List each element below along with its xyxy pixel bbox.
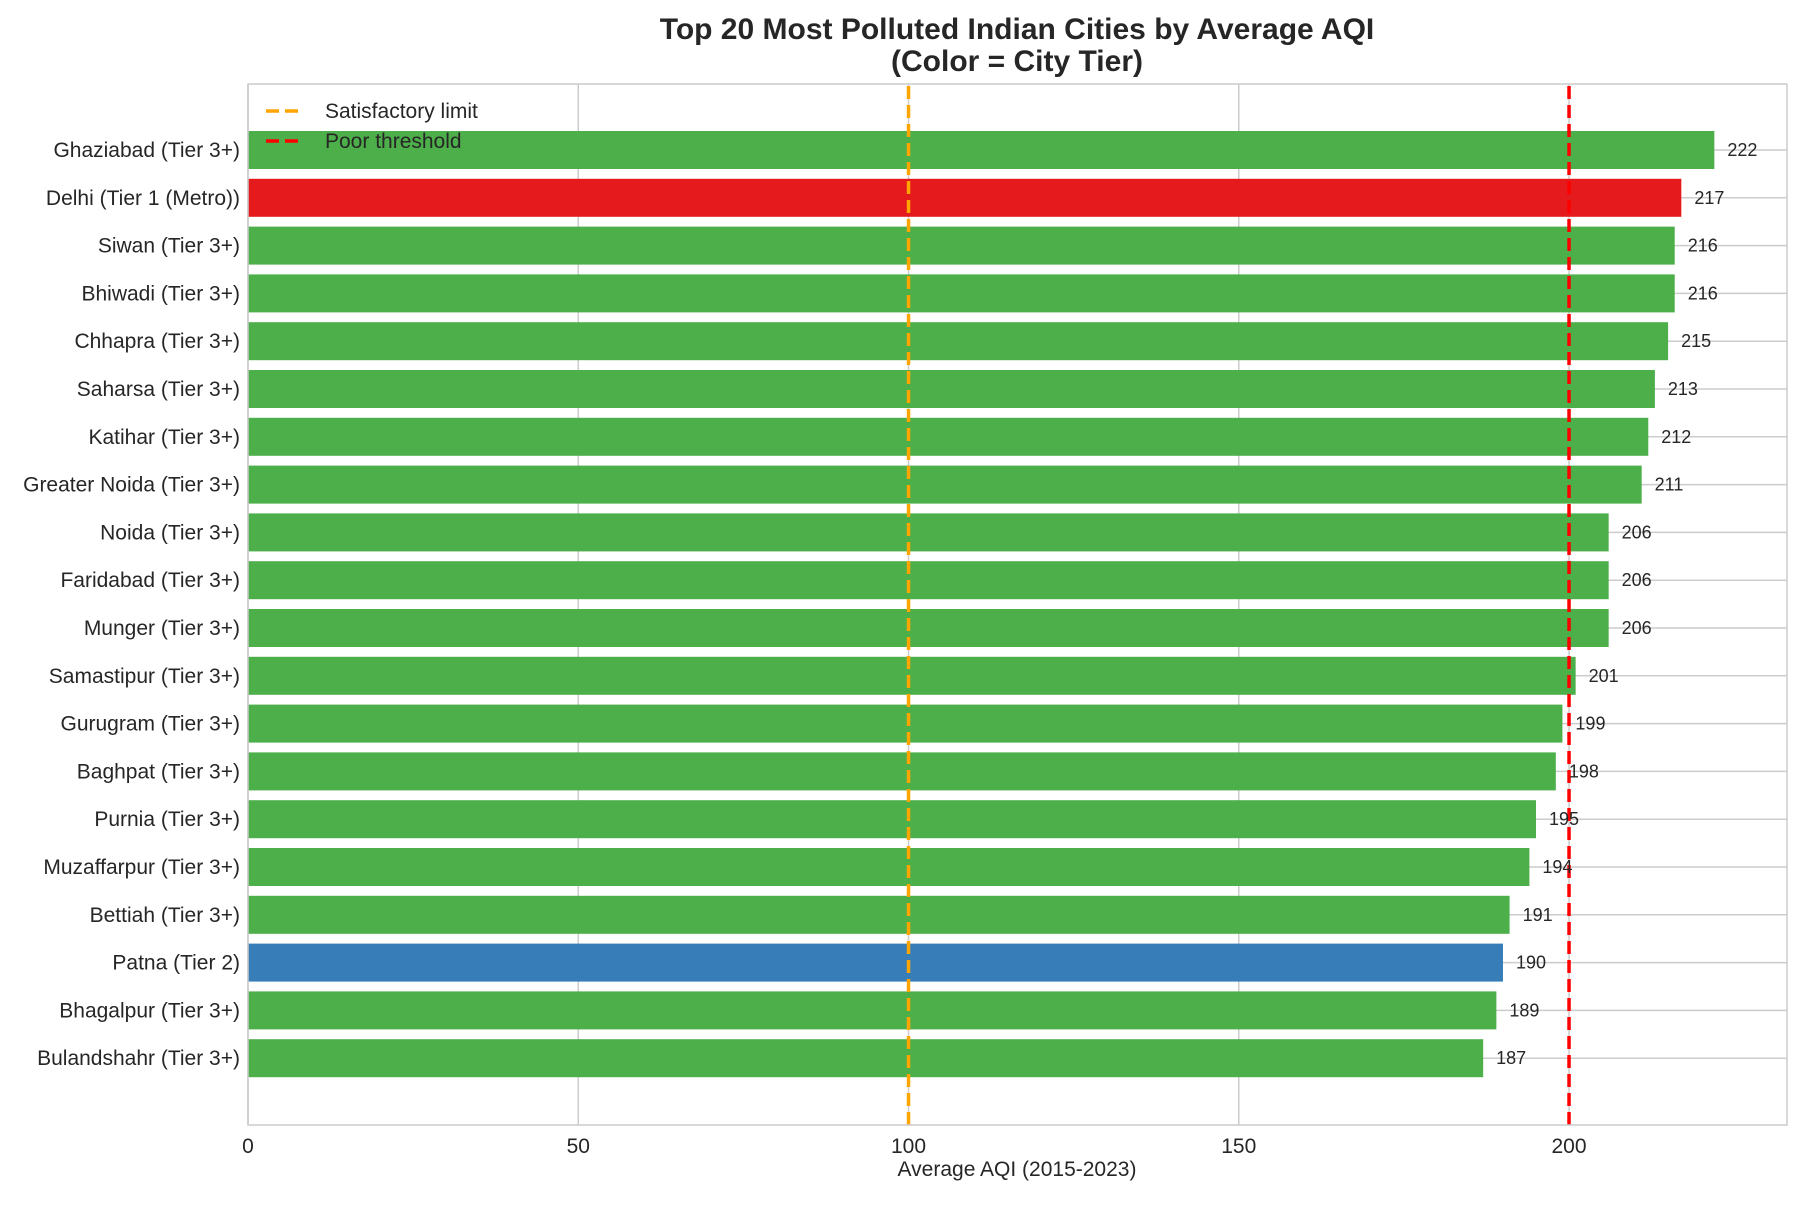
bar-value-label: 206 <box>1622 522 1652 542</box>
bar <box>248 561 1609 600</box>
bar <box>248 131 1715 169</box>
plot-frame <box>247 83 1788 1126</box>
bar <box>248 991 1497 1030</box>
x-tick-label: 0 <box>242 1135 254 1158</box>
bar-value-label: 194 <box>1542 857 1572 877</box>
y-tick-label: Chhapra (Tier 3+) <box>74 330 240 353</box>
bar-value-label: 213 <box>1668 379 1698 399</box>
bar-value-label: 198 <box>1569 761 1599 781</box>
y-tick-label: Bulandshahr (Tier 3+) <box>37 1047 240 1070</box>
bar-value-label: 211 <box>1655 475 1684 495</box>
y-tick-label: Munger (Tier 3+) <box>84 617 240 640</box>
y-tick-label: Faridabad (Tier 3+) <box>60 569 240 592</box>
x-tick-label: 150 <box>1221 1135 1256 1158</box>
bar-value-label: 206 <box>1622 570 1652 590</box>
bar <box>248 274 1675 313</box>
legend-label: Satisfactory limit <box>325 100 478 123</box>
bar <box>248 178 1682 217</box>
y-tick-label: Ghaziabad (Tier 3+) <box>53 139 240 162</box>
bar-value-label: 216 <box>1688 236 1718 256</box>
y-tick-label: Samastipur (Tier 3+) <box>49 665 240 688</box>
bar-value-label: 199 <box>1575 714 1605 734</box>
bar <box>248 1039 1484 1078</box>
bar <box>248 848 1530 886</box>
chart-subtitle: (Color = City Tier) <box>891 45 1143 78</box>
bar <box>248 465 1642 504</box>
bar <box>248 609 1609 647</box>
y-tick-label: Katihar (Tier 3+) <box>88 426 240 449</box>
bar-value-label: 215 <box>1681 331 1711 351</box>
bar-value-label: 190 <box>1516 953 1546 973</box>
bar-value-label: 206 <box>1622 618 1652 638</box>
y-tick-label: Bettiah (Tier 3+) <box>90 904 240 927</box>
y-tick-label: Noida (Tier 3+) <box>100 521 240 544</box>
bar-value-label: 187 <box>1496 1048 1526 1068</box>
legend-label: Poor threshold <box>325 130 462 153</box>
x-tick-label: 50 <box>567 1135 590 1158</box>
x-tick-label: 100 <box>891 1135 926 1158</box>
y-tick-label: Siwan (Tier 3+) <box>98 235 240 258</box>
bar-value-label: 201 <box>1589 666 1619 686</box>
y-tick-label: Saharsa (Tier 3+) <box>77 378 240 401</box>
y-tick-label: Muzaffarpur (Tier 3+) <box>43 856 240 879</box>
y-tick-label: Greater Noida (Tier 3+) <box>23 474 240 497</box>
x-tick-label: 200 <box>1552 1135 1587 1158</box>
x-axis-label: Average AQI (2015-2023) <box>898 1158 1137 1181</box>
bar-value-label: 191 <box>1523 905 1553 925</box>
y-tick-label: Gurugram (Tier 3+) <box>60 713 240 736</box>
bar <box>248 943 1503 982</box>
y-tick-label: Bhagalpur (Tier 3+) <box>59 999 240 1022</box>
y-tick-label: Purnia (Tier 3+) <box>94 808 240 831</box>
y-tick-label: Bhiwadi (Tier 3+) <box>81 282 240 305</box>
bar <box>248 226 1675 265</box>
bar <box>248 752 1556 791</box>
bar <box>248 322 1669 361</box>
bar-value-label: 195 <box>1549 809 1579 829</box>
bar-value-label: 222 <box>1727 140 1757 160</box>
bar <box>248 513 1609 552</box>
bar-value-label: 217 <box>1694 188 1724 208</box>
bar <box>248 417 1649 456</box>
bar-value-label: 216 <box>1688 283 1718 303</box>
chart-title: Top 20 Most Polluted Indian Cities by Av… <box>660 13 1375 46</box>
bar-value-label: 212 <box>1661 427 1691 447</box>
bar <box>248 656 1576 695</box>
bar <box>248 800 1537 839</box>
bar-value-label: 189 <box>1509 1000 1539 1020</box>
y-tick-label: Delhi (Tier 1 (Metro)) <box>46 187 240 210</box>
y-tick-label: Baghpat (Tier 3+) <box>77 760 240 783</box>
bar <box>248 704 1563 743</box>
y-tick-label: Patna (Tier 2) <box>112 952 240 975</box>
bar <box>248 895 1510 934</box>
bar <box>248 370 1655 408</box>
